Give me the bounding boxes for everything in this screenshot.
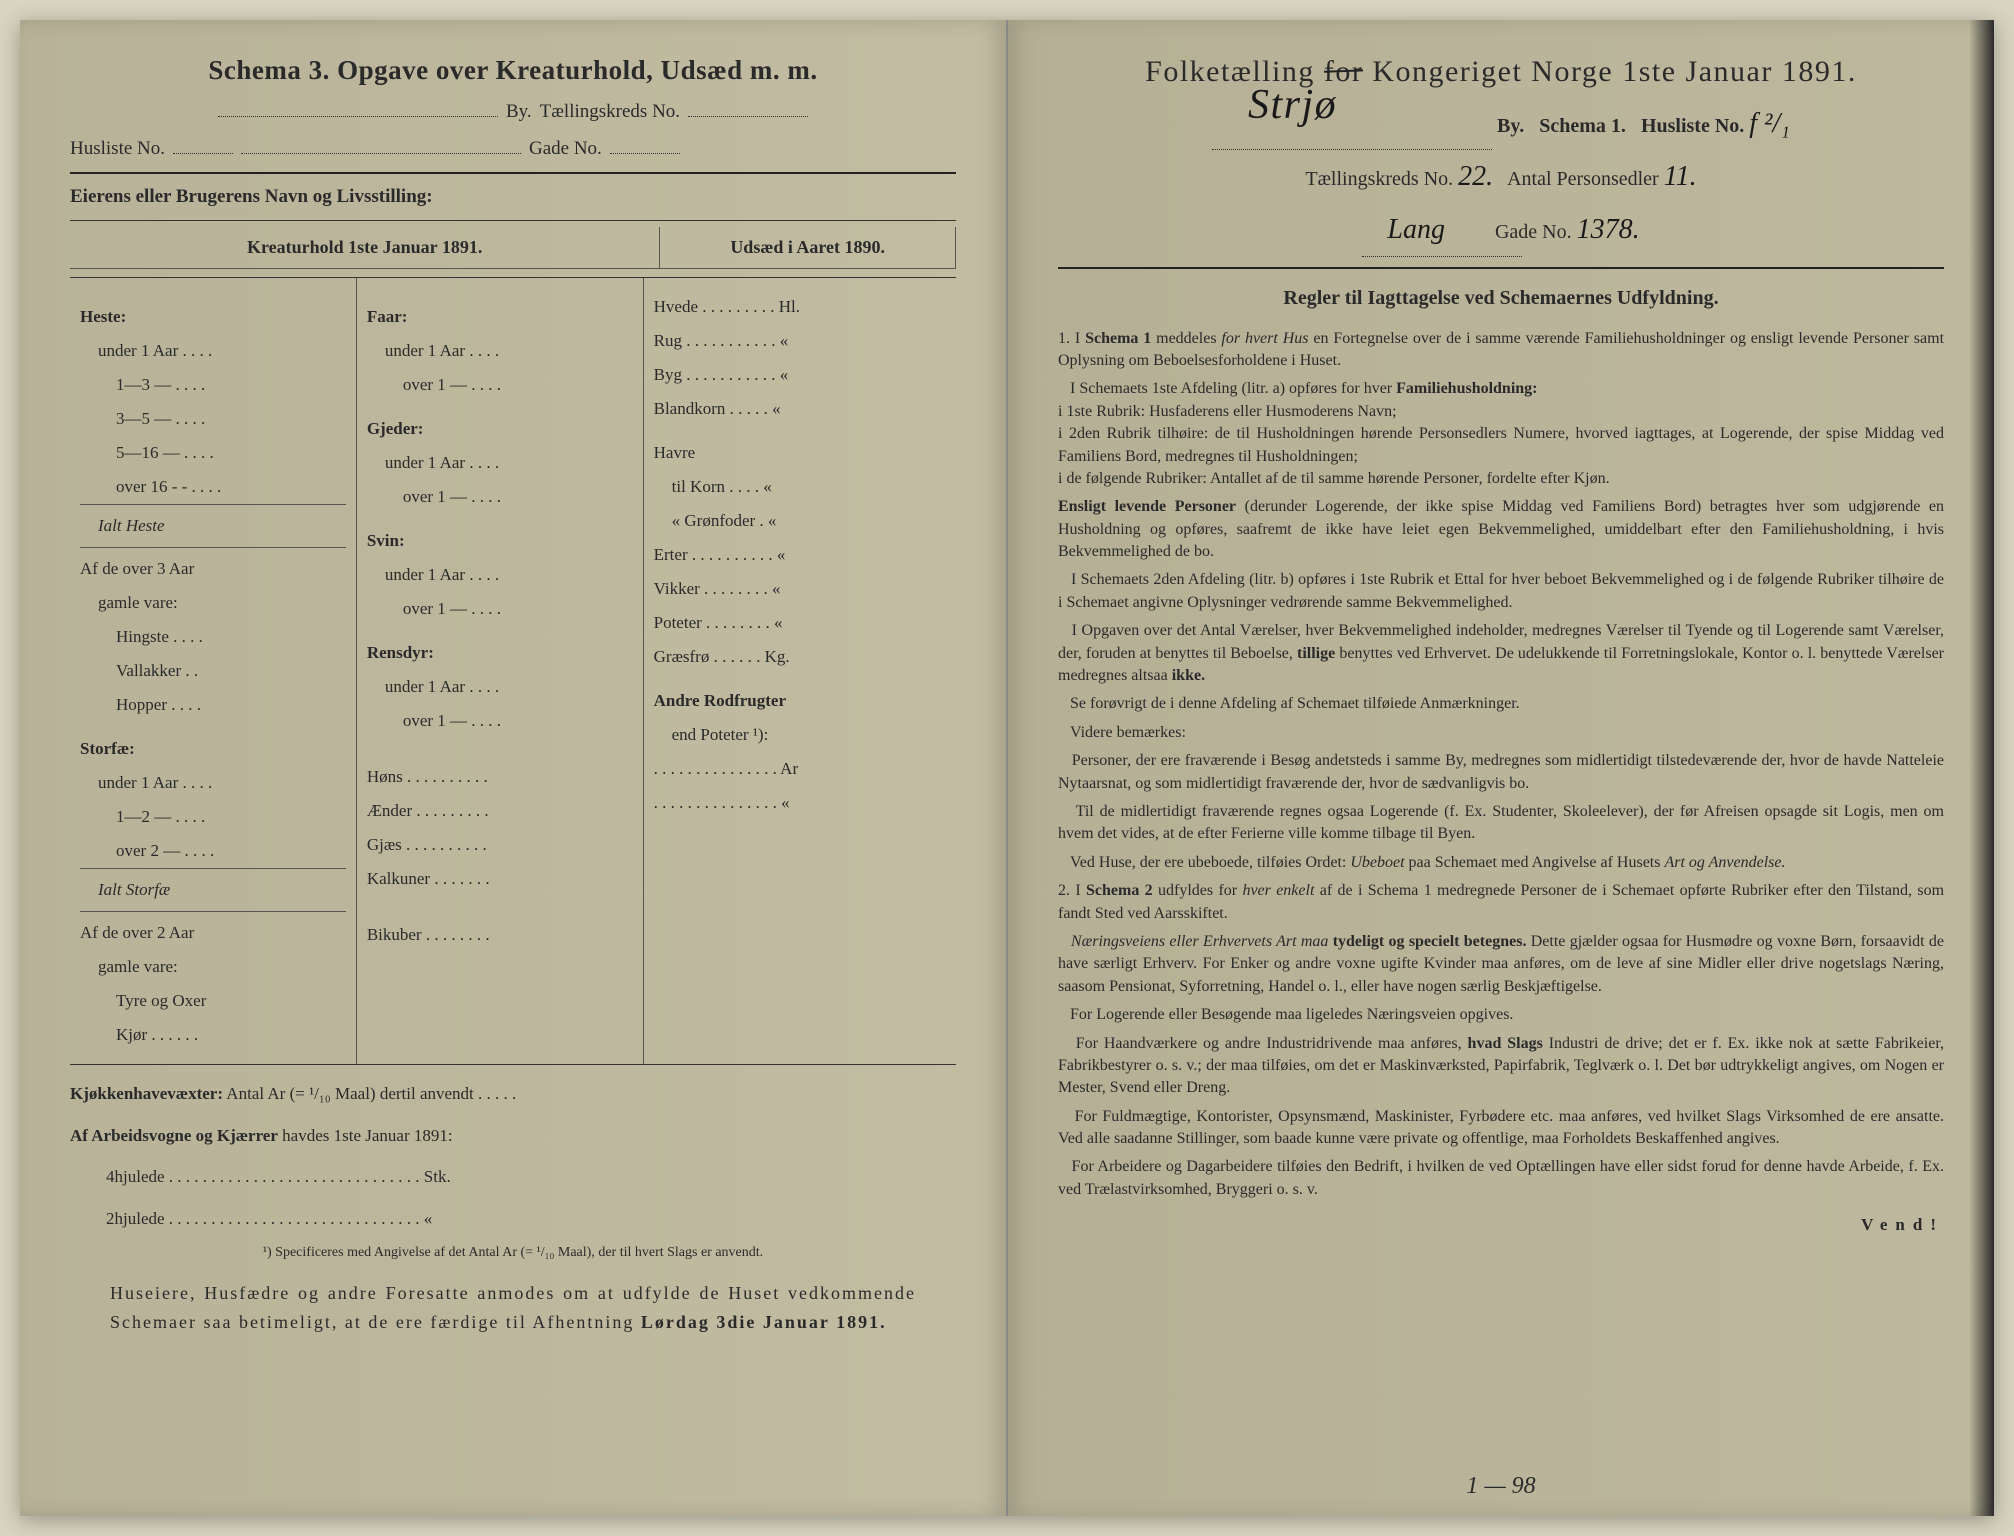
handwritten-location: Strjø (1248, 81, 1337, 129)
col-heste-storfae: Heste: under 1 Aar . . . . 1—3 — . . . .… (70, 278, 357, 1064)
rules-paragraph: For Fuldmægtige, Kontorister, Opsynsmænd… (1058, 1106, 1944, 1151)
left-title: Schema 3. Opgave over Kreaturhold, Udsæd… (70, 55, 956, 86)
right-title: Folketælling for Kongeriget Norge 1ste J… (1058, 55, 1944, 89)
rules-paragraph: Ved Huse, der ere ubeboede, tilføies Ord… (1058, 852, 1944, 874)
left-form-row-1: By. Tællingskreds No. (70, 98, 956, 123)
rules-paragraph: 1. I Schema 1 meddeles for hvert Hus en … (1058, 328, 1944, 373)
rules-paragraph: Til de midlertidigt fraværende regnes og… (1058, 801, 1944, 846)
closing-text: Huseiere, Husfædre og andre Foresatte an… (110, 1279, 916, 1337)
handwritten-sedler: 11. (1664, 161, 1697, 192)
handwritten-kreds: 22. (1458, 161, 1493, 192)
right-form-lines: By. Schema 1. Husliste No. f ²/₁ Tælling… (1058, 97, 1944, 257)
page-edge (1969, 20, 1994, 1516)
rules-paragraph: Personer, der ere fraværende i Besøg and… (1058, 750, 1944, 795)
rules-paragraph: 2. I Schema 2 udfyldes for hver enkelt a… (1058, 880, 1944, 925)
vend-text: Vend! (1058, 1215, 1944, 1235)
left-form-row-2: Husliste No. Gade No. (70, 135, 956, 160)
rules-title: Regler til Iagttagelse ved Schemaernes U… (1058, 287, 1944, 310)
footnote: ¹) Specificeres med Angivelse af det Ant… (70, 1245, 956, 1261)
handwritten-lang: Lang (1387, 214, 1445, 245)
rules-paragraph: For Haandværkere og andre Industridriven… (1058, 1033, 1944, 1100)
handwritten-husliste: f ²/₁ (1749, 108, 1790, 139)
footer-kjokken: Kjøkkenhavevæxter: Antal Ar (= ¹/₁₀ Maal… (70, 1081, 956, 1107)
right-page: Folketælling for Kongeriget Norge 1ste J… (1008, 20, 1994, 1516)
rules-paragraph: I Schemaets 1ste Afdeling (litr. a) opfø… (1058, 378, 1944, 490)
rules-paragraph: For Arbeidere og Dagarbeidere tilføies d… (1058, 1156, 1944, 1201)
col-seed: Hvede . . . . . . . . . Hl. Rug . . . . … (644, 278, 956, 1064)
rules-body: 1. I Schema 1 meddeles for hvert Hus en … (1058, 328, 1944, 1202)
owner-label: Eierens eller Brugerens Navn og Livsstil… (70, 186, 956, 208)
rules-paragraph: I Opgaven over det Antal Værelser, hver … (1058, 620, 1944, 687)
livestock-table: Heste: under 1 Aar . . . . 1—3 — . . . .… (70, 277, 956, 1065)
handwritten-gade: 1378. (1577, 214, 1640, 245)
left-page: Schema 3. Opgave over Kreaturhold, Udsæd… (20, 20, 1008, 1516)
rules-paragraph: Næringsveiens eller Erhvervets Art maa t… (1058, 931, 1944, 998)
rules-paragraph: I Schemaets 2den Afdeling (litr. b) opfø… (1058, 569, 1944, 614)
document-spread: Schema 3. Opgave over Kreaturhold, Udsæd… (20, 20, 1994, 1516)
column-headers: Kreaturhold 1ste Januar 1891. Udsæd i Aa… (70, 227, 956, 269)
rules-paragraph: For Logerende eller Besøgende maa ligele… (1058, 1004, 1944, 1026)
col-faar-other: Faar: under 1 Aar . . . . over 1 — . . .… (357, 278, 644, 1064)
rules-paragraph: Videre bemærkes: (1058, 722, 1944, 744)
page-number-handwritten: 1 — 98 (1466, 1473, 1535, 1500)
rules-paragraph: Ensligt levende Personer (derunder Loger… (1058, 496, 1944, 563)
footer-vogne: Af Arbeidsvogne og Kjærrer havdes 1ste J… (70, 1123, 956, 1149)
rules-paragraph: Se forøvrigt de i denne Afdeling af Sche… (1058, 693, 1944, 715)
